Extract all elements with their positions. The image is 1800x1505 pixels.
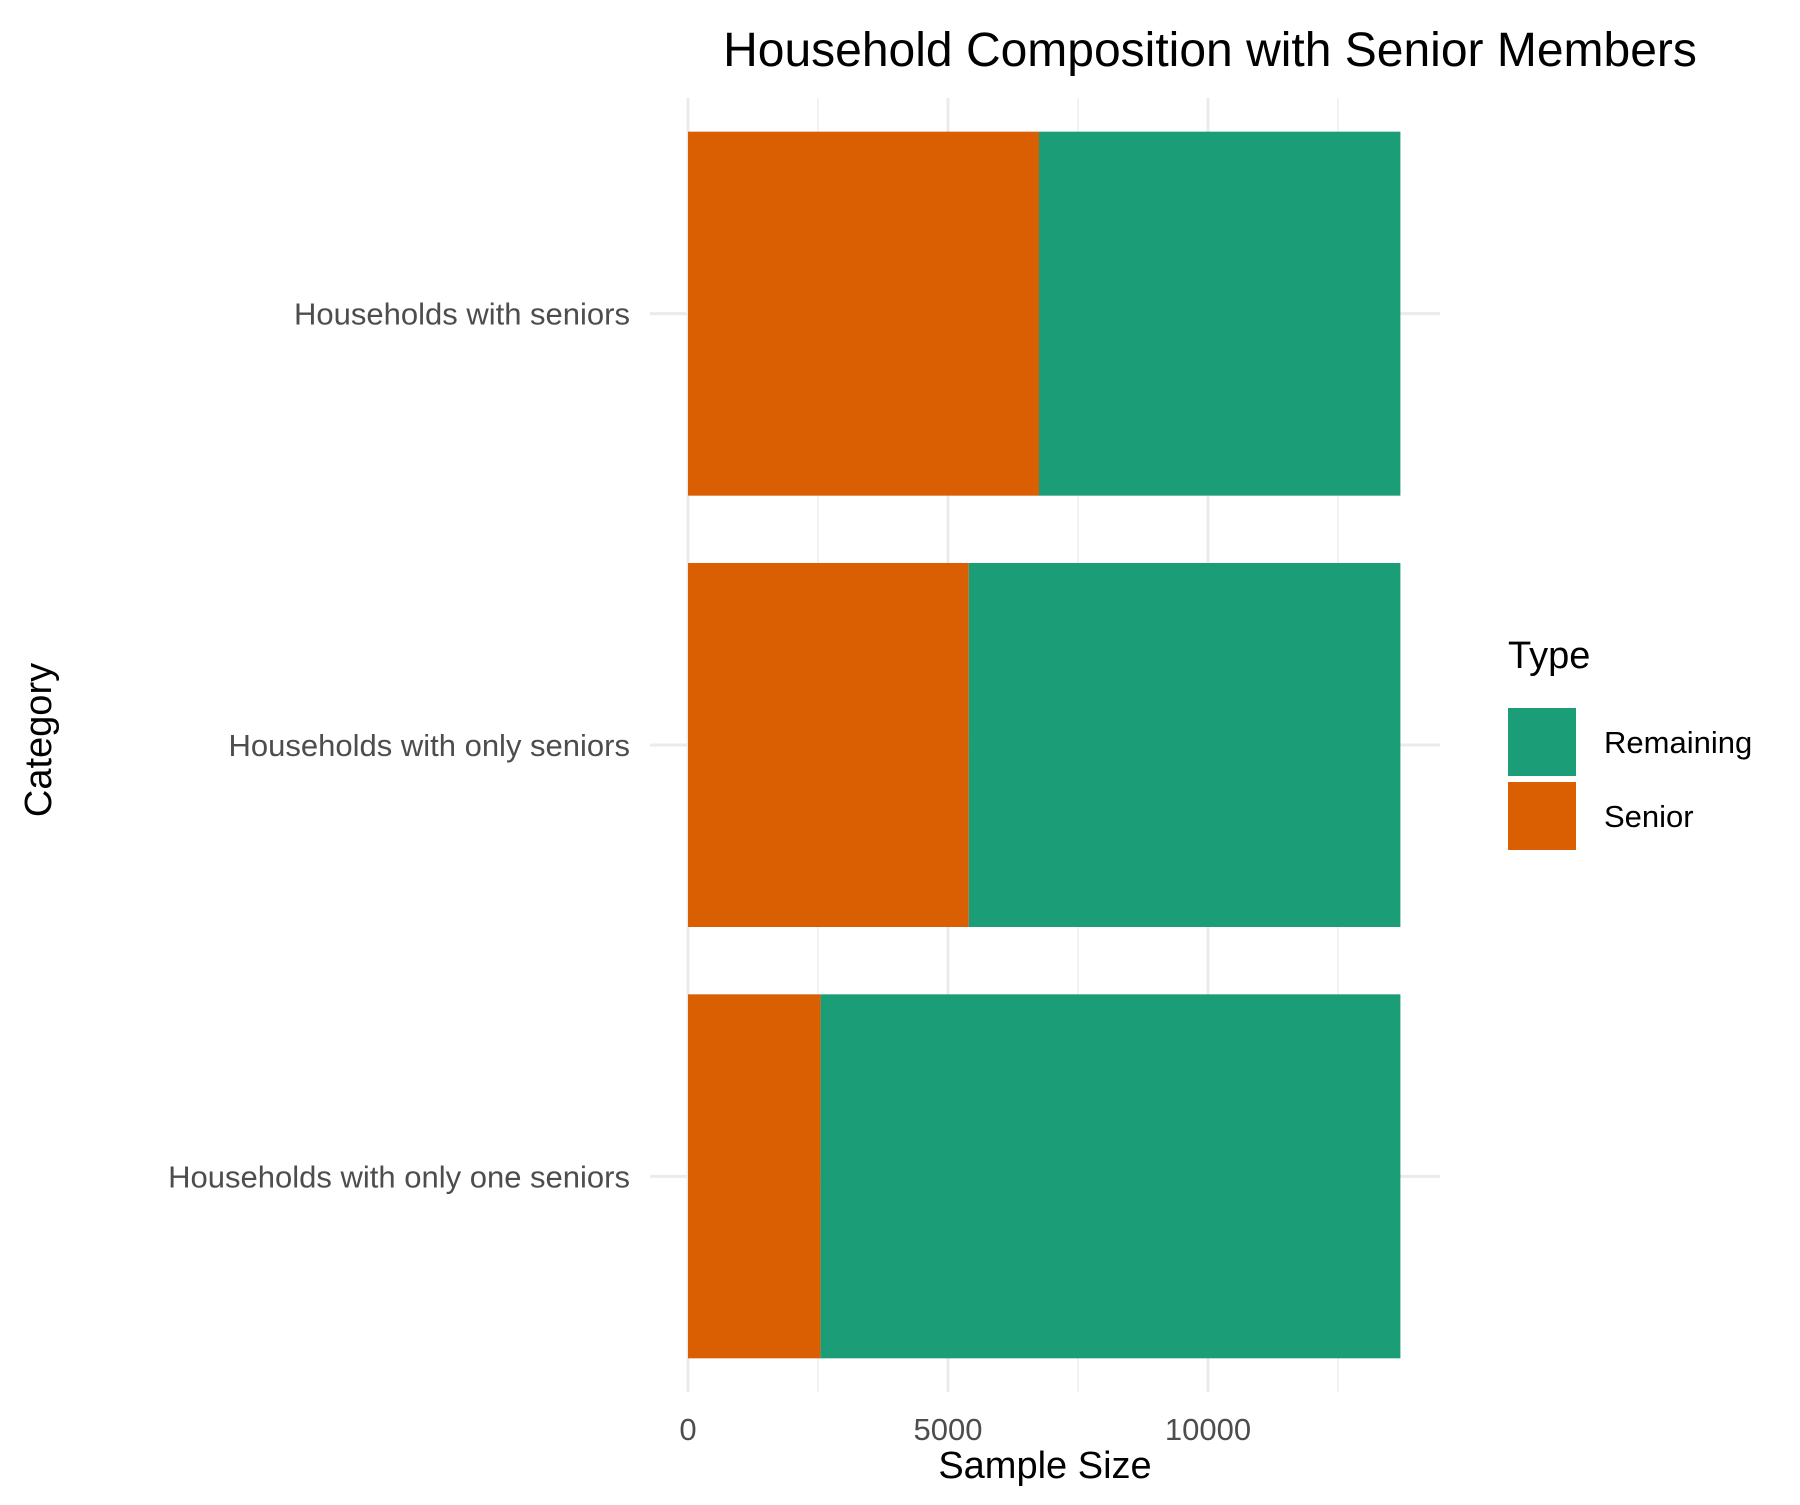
legend-title: Type [1508, 635, 1590, 677]
x-axis-label: Sample Size [938, 1445, 1151, 1487]
chart-title: Household Composition with Senior Member… [723, 24, 1697, 77]
y-tick-label: Households with only seniors [229, 728, 631, 763]
bar-layer [688, 131, 1401, 1359]
legend-key-senior [1508, 782, 1576, 850]
x-tick-labels: 0 5000 10000 [679, 1412, 1251, 1447]
legend-entries: Remaining Senior [1508, 708, 1752, 850]
bar-senior-1 [688, 563, 969, 927]
y-tick-label: Households with seniors [294, 297, 630, 332]
bar-senior-0 [688, 131, 1039, 496]
x-tick-label: 5000 [914, 1412, 983, 1447]
x-tick-label: 0 [679, 1412, 696, 1447]
y-tick-label: Households with only one seniors [168, 1159, 630, 1194]
bar-senior-2 [688, 994, 821, 1359]
bar-remaining-2 [820, 994, 1401, 1359]
legend: Type Remaining Senior [1508, 635, 1752, 850]
legend-label: Senior [1604, 799, 1694, 834]
y-axis-label: Category [18, 663, 60, 817]
bar-remaining-0 [1039, 131, 1401, 496]
y-tick-labels: Households with seniors Households with o… [168, 297, 630, 1195]
x-tick-label: 10000 [1165, 1412, 1251, 1447]
legend-label: Remaining [1604, 725, 1752, 760]
bar-remaining-1 [968, 563, 1401, 927]
legend-key-remaining [1508, 708, 1576, 776]
